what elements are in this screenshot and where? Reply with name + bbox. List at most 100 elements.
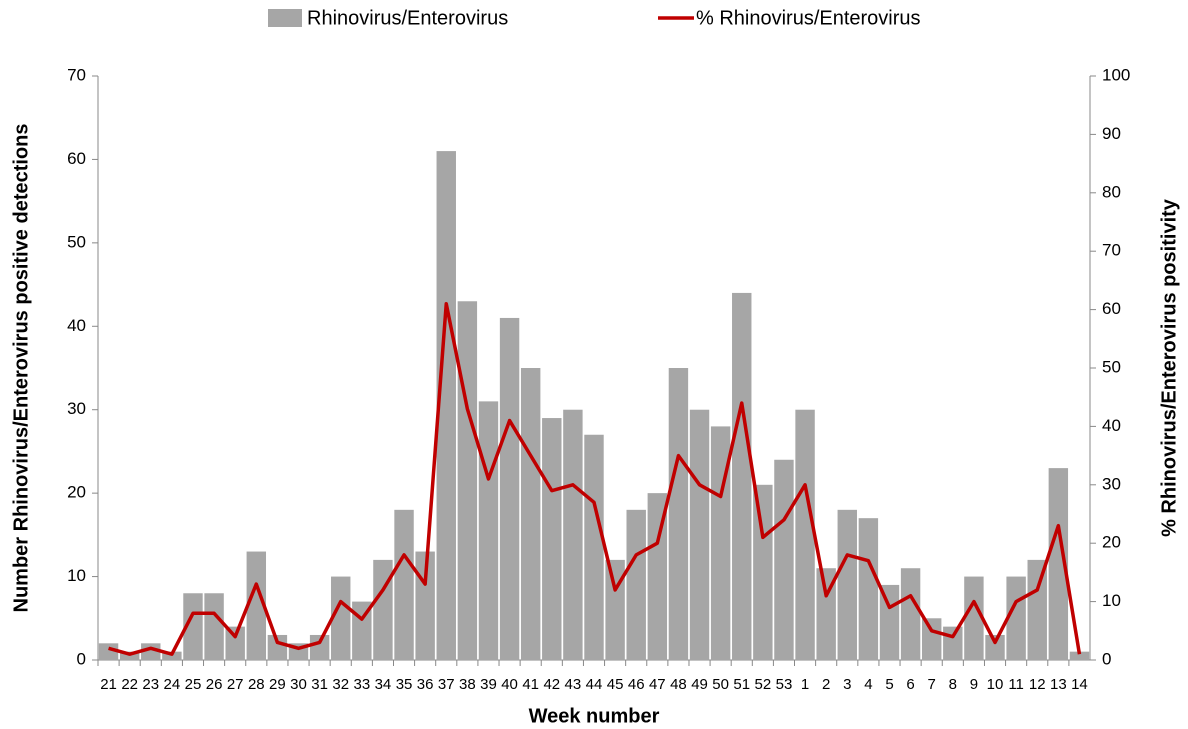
x-tick-label: 44	[586, 676, 603, 693]
x-tick-label: 2	[822, 676, 830, 693]
y2-tick-label: 60	[1102, 299, 1121, 318]
x-tick-label: 30	[290, 676, 307, 693]
bar	[563, 409, 583, 660]
x-tick-label: 23	[142, 676, 159, 693]
x-tick-label: 10	[987, 676, 1004, 693]
bar	[605, 559, 625, 660]
bar	[964, 576, 984, 660]
bar	[204, 593, 224, 660]
bar	[457, 301, 478, 660]
x-tick-label: 47	[649, 676, 666, 693]
y2-tick-label: 100	[1102, 65, 1130, 84]
legend-label: % Rhinovirus/Enterovirus	[696, 7, 921, 29]
bar	[900, 568, 921, 660]
bar	[1069, 651, 1090, 660]
line	[108, 302, 1082, 656]
bar	[478, 401, 499, 660]
bar	[141, 643, 161, 660]
x-tick-label: 52	[755, 676, 772, 693]
x-tick-label: 1	[801, 676, 809, 693]
x-tick-label: 6	[906, 676, 914, 693]
x-tick-label: 11	[1008, 676, 1024, 693]
x-tick-label: 7	[928, 676, 936, 693]
bar	[943, 626, 963, 660]
bar	[98, 643, 119, 660]
y2-tick-label: 70	[1102, 241, 1121, 260]
bar	[267, 634, 288, 660]
x-tick-label: 41	[522, 676, 539, 693]
y-tick-label: 60	[67, 149, 86, 168]
y-tick-label: 30	[67, 399, 86, 418]
bar	[816, 568, 836, 660]
bar	[436, 151, 456, 661]
bar	[985, 634, 1005, 660]
x-tick-label: 28	[248, 676, 265, 693]
y2-tick-label: 10	[1102, 591, 1121, 610]
legend-label: Rhinovirus/Enterovirus	[307, 7, 508, 29]
y-tick-label: 70	[67, 65, 86, 84]
bar	[689, 409, 710, 660]
y-tick-label: 40	[67, 316, 86, 335]
bar	[837, 509, 857, 660]
bar	[1027, 559, 1047, 660]
x-tick-label: 46	[628, 676, 645, 693]
y2-tick-label: 90	[1102, 124, 1121, 143]
legend-swatch	[268, 9, 302, 27]
x-tick-label: 5	[885, 676, 893, 693]
bar	[373, 559, 393, 660]
bar	[584, 434, 604, 660]
x-tick-label: 53	[776, 676, 793, 693]
bar	[1048, 468, 1069, 660]
bar	[542, 418, 562, 660]
bar	[795, 409, 815, 660]
x-tick-label: 8	[949, 676, 957, 693]
x-tick-label: 21	[100, 676, 117, 693]
bar	[520, 368, 541, 660]
bar	[774, 459, 794, 660]
y2-axis-title: % Rhinovirus/Enterovirus positivity	[1158, 198, 1180, 537]
x-tick-label: 25	[185, 676, 202, 693]
bar	[710, 426, 731, 660]
x-axis-title: Week number	[529, 705, 660, 727]
bar	[668, 368, 689, 660]
bar	[921, 618, 942, 660]
x-tick-label: 37	[438, 676, 455, 693]
x-tick-label: 42	[543, 676, 560, 693]
x-tick-label: 12	[1029, 676, 1046, 693]
bar	[309, 634, 330, 660]
x-tick-label: 9	[970, 676, 978, 693]
y-tick-label: 0	[77, 649, 86, 668]
x-tick-label: 40	[501, 676, 518, 693]
y-tick-label: 10	[67, 566, 86, 585]
y2-tick-label: 80	[1102, 182, 1121, 201]
x-tick-label: 49	[691, 676, 708, 693]
y2-tick-label: 20	[1102, 533, 1121, 552]
x-tick-label: 26	[206, 676, 223, 693]
bar	[183, 593, 203, 660]
y2-tick-label: 30	[1102, 474, 1121, 493]
x-tick-label: 36	[417, 676, 434, 693]
y-tick-label: 20	[67, 483, 86, 502]
bar	[499, 317, 520, 660]
bar	[331, 576, 351, 660]
bar	[626, 509, 646, 660]
y2-tick-label: 0	[1102, 649, 1111, 668]
bar	[394, 509, 414, 660]
x-tick-label: 3	[843, 676, 851, 693]
bar	[225, 626, 245, 660]
x-tick-label: 27	[227, 676, 244, 693]
bar	[732, 292, 752, 660]
x-tick-label: 51	[733, 676, 750, 693]
bar	[858, 518, 879, 660]
x-tick-label: 34	[375, 676, 392, 693]
x-tick-label: 22	[121, 676, 138, 693]
y2-tick-label: 40	[1102, 416, 1121, 435]
x-tick-label: 32	[332, 676, 349, 693]
x-tick-label: 39	[480, 676, 497, 693]
x-tick-label: 13	[1050, 676, 1067, 693]
x-tick-label: 43	[565, 676, 582, 693]
x-tick-label: 38	[459, 676, 476, 693]
x-tick-label: 24	[164, 676, 181, 693]
x-tick-label: 48	[670, 676, 687, 693]
